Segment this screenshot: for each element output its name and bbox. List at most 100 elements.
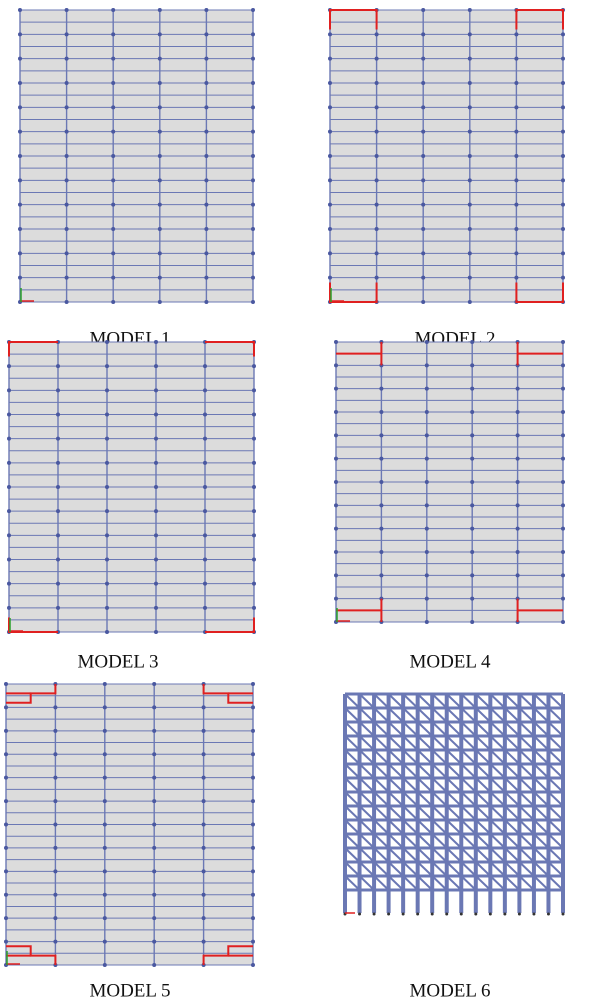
joint [468, 105, 472, 109]
joint [334, 480, 338, 484]
joint [328, 203, 332, 207]
joint [470, 433, 474, 437]
brace [490, 764, 505, 778]
joint [334, 457, 338, 461]
joint [375, 81, 379, 85]
brace [345, 764, 360, 778]
brace [389, 806, 404, 820]
brace [476, 694, 491, 708]
joint [328, 130, 332, 134]
brace [360, 792, 375, 806]
joint [375, 154, 379, 158]
brace [403, 862, 418, 876]
joint [158, 81, 162, 85]
brace [534, 792, 549, 806]
joint [53, 893, 57, 897]
brace [505, 764, 520, 778]
brace [461, 750, 476, 764]
joint [425, 573, 429, 577]
joint [111, 227, 115, 231]
joint [252, 437, 256, 441]
brace [490, 834, 505, 848]
joint [7, 606, 11, 610]
joint [251, 81, 255, 85]
joint [204, 105, 208, 109]
joint [251, 276, 255, 280]
brace [447, 708, 462, 722]
joint [202, 799, 206, 803]
joint [18, 154, 22, 158]
joint [203, 364, 207, 368]
brace [374, 820, 389, 834]
joint [4, 799, 8, 803]
support [445, 913, 448, 916]
brace [505, 708, 520, 722]
joint [470, 620, 474, 624]
brace [432, 792, 447, 806]
support [416, 913, 419, 916]
brace [432, 876, 447, 890]
brace [432, 708, 447, 722]
brace [389, 792, 404, 806]
joint [334, 527, 338, 531]
brace [490, 820, 505, 834]
brace [432, 834, 447, 848]
joint [111, 8, 115, 12]
brace [447, 750, 462, 764]
joint [53, 869, 57, 873]
brace [418, 708, 433, 722]
joint [4, 869, 8, 873]
brace [403, 792, 418, 806]
brace [389, 820, 404, 834]
brace [461, 806, 476, 820]
joint [561, 597, 565, 601]
brace [548, 848, 563, 862]
joint [18, 178, 22, 182]
brace [389, 862, 404, 876]
joint [425, 363, 429, 367]
joint [468, 276, 472, 280]
joint [470, 410, 474, 414]
joint [204, 8, 208, 12]
joint [379, 527, 383, 531]
joint [328, 178, 332, 182]
joint [103, 752, 107, 756]
joint [251, 893, 255, 897]
joint [105, 413, 109, 417]
joint [4, 729, 8, 733]
brace [432, 806, 447, 820]
joint [7, 558, 11, 562]
joint [65, 32, 69, 36]
joint [328, 32, 332, 36]
joint [4, 705, 8, 709]
brace [534, 806, 549, 820]
joint [56, 437, 60, 441]
brace [490, 736, 505, 750]
brace [490, 722, 505, 736]
joint [158, 203, 162, 207]
brace [461, 778, 476, 792]
joint [421, 300, 425, 304]
brace [519, 862, 534, 876]
joint [421, 32, 425, 36]
brace [403, 694, 418, 708]
brace [432, 750, 447, 764]
joint [328, 227, 332, 231]
joint [421, 81, 425, 85]
support [532, 913, 535, 916]
joint [158, 251, 162, 255]
brace [461, 722, 476, 736]
joint [561, 503, 565, 507]
joint [111, 105, 115, 109]
joint [154, 533, 158, 537]
joint [7, 509, 11, 513]
joint [18, 251, 22, 255]
joint [468, 32, 472, 36]
joint [425, 387, 429, 391]
joint [111, 57, 115, 61]
brace [447, 778, 462, 792]
joint [154, 630, 158, 634]
joint [252, 388, 256, 392]
joint [516, 433, 520, 437]
joint [7, 388, 11, 392]
